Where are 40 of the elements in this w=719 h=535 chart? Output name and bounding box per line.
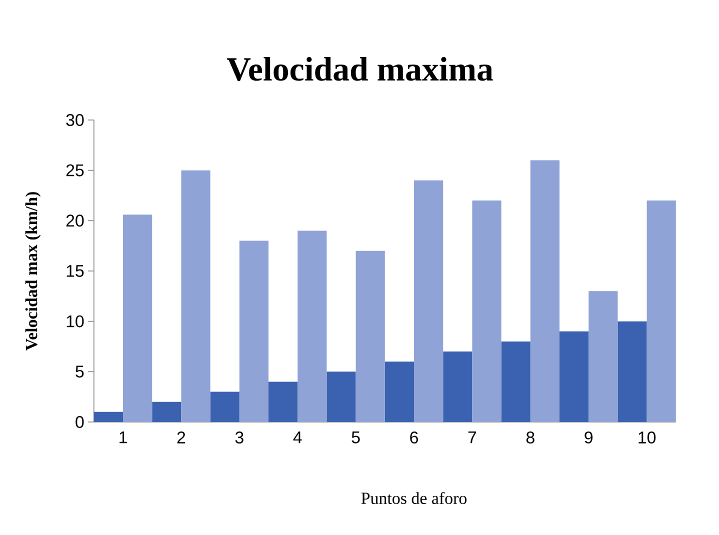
chart-title: Velocidad maxima — [226, 56, 493, 81]
x-tick-label: 5 — [352, 432, 360, 444]
bar — [152, 402, 182, 422]
y-tick-label: 30 — [66, 114, 84, 126]
bar — [268, 382, 298, 422]
x-tick-label: 4 — [293, 432, 302, 444]
bar — [123, 214, 152, 422]
x-tick-label: 2 — [177, 432, 186, 444]
y-tick-label: 20 — [66, 214, 84, 227]
bar — [472, 200, 502, 422]
y-tick-label: 10 — [66, 315, 84, 328]
bar — [298, 230, 327, 422]
bar — [384, 362, 414, 422]
x-tick-label: 6 — [410, 432, 418, 444]
bar — [414, 180, 444, 422]
bar — [646, 200, 676, 422]
bar — [94, 412, 124, 422]
x-tick-label: 8 — [526, 432, 534, 444]
bar — [530, 160, 560, 422]
y-tick-label: 15 — [66, 265, 84, 277]
x-tick-label: 10 — [638, 432, 656, 444]
bar — [618, 321, 647, 422]
bar — [210, 392, 240, 422]
x-tick-label: 3 — [235, 432, 244, 444]
bar — [443, 352, 472, 422]
bar — [588, 291, 618, 422]
y-tick-label: 0 — [76, 416, 84, 428]
y-axis-title: Velocidad max (km/h) — [25, 192, 41, 350]
bar — [356, 250, 385, 422]
x-tick-label: 7 — [468, 432, 476, 444]
x-axis-title: Puntos de aforo — [361, 492, 467, 504]
x-tick-label: 1 — [120, 432, 127, 444]
bar — [326, 372, 356, 422]
x-tick-label: 9 — [584, 432, 593, 444]
bar — [239, 240, 269, 422]
y-tick-label: 25 — [66, 164, 84, 176]
bar — [181, 170, 210, 422]
y-tick-label: 5 — [76, 366, 84, 378]
bar — [501, 341, 530, 422]
bar — [560, 331, 589, 422]
